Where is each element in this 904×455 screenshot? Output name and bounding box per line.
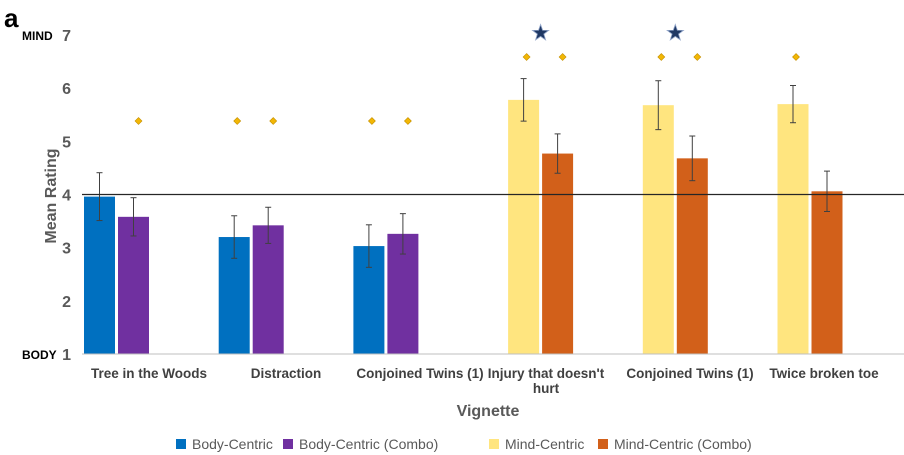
significance-diamond	[658, 54, 665, 61]
legend-label: Body-Centric (Combo)	[299, 436, 438, 452]
y-anchor-top: MIND	[22, 29, 53, 43]
significance-diamond	[523, 54, 530, 61]
y-tick-label: 3	[62, 241, 71, 258]
significance-diamond	[234, 118, 241, 125]
category-label: Distraction	[251, 366, 322, 381]
significance-diamond	[559, 54, 566, 61]
significance-diamond	[135, 118, 142, 125]
bar	[542, 154, 573, 354]
category-label: Injury that doesn't hurt	[488, 366, 605, 396]
significance-star	[533, 25, 549, 40]
bars	[84, 100, 843, 354]
bar	[253, 225, 284, 354]
y-tick-label: 1	[62, 347, 71, 364]
x-axis-title: Vignette	[457, 403, 520, 420]
bar	[508, 100, 539, 354]
legend-label: Mind-Centric	[505, 436, 584, 452]
category-label: Twice broken toe	[769, 366, 879, 381]
y-tick-label: 2	[62, 294, 71, 311]
y-tick-label: 7	[62, 28, 71, 45]
significance-diamond	[270, 118, 277, 125]
y-tick-labels: 1 2 3 4 5 6 7	[62, 28, 71, 364]
bar	[118, 217, 149, 354]
y-anchor-bottom: BODY	[22, 348, 57, 362]
legend-swatch	[283, 439, 293, 449]
y-tick-label: 5	[62, 134, 71, 151]
panel-label: a	[4, 3, 19, 33]
significance-star	[667, 25, 683, 40]
category-label: Conjoined Twins (1)	[626, 366, 753, 381]
y-axis-title: Mean Rating	[43, 148, 60, 243]
error-bars	[97, 79, 831, 268]
category-label: Conjoined Twins (1)	[356, 366, 483, 381]
legend-label: Body-Centric	[192, 436, 273, 452]
category-labels: Tree in the Woods Distraction Conjoined Tw…	[91, 366, 879, 396]
significance-diamond	[404, 118, 411, 125]
bar	[812, 191, 843, 354]
y-tick-label: 6	[62, 81, 71, 98]
bar	[778, 104, 809, 354]
significance-diamond	[694, 54, 701, 61]
legend: Body-Centric Body-Centric (Combo) Mind-Cen…	[176, 436, 752, 452]
significance-diamond	[793, 54, 800, 61]
legend-swatch	[489, 439, 499, 449]
bar	[677, 158, 708, 354]
significance-diamond	[368, 118, 375, 125]
legend-swatch	[176, 439, 186, 449]
legend-label: Mind-Centric (Combo)	[614, 436, 752, 452]
y-tick-label: 4	[62, 188, 71, 205]
legend-swatch	[598, 439, 608, 449]
category-label: Tree in the Woods	[91, 366, 207, 381]
significance-markers	[135, 25, 800, 125]
bar	[643, 105, 674, 354]
